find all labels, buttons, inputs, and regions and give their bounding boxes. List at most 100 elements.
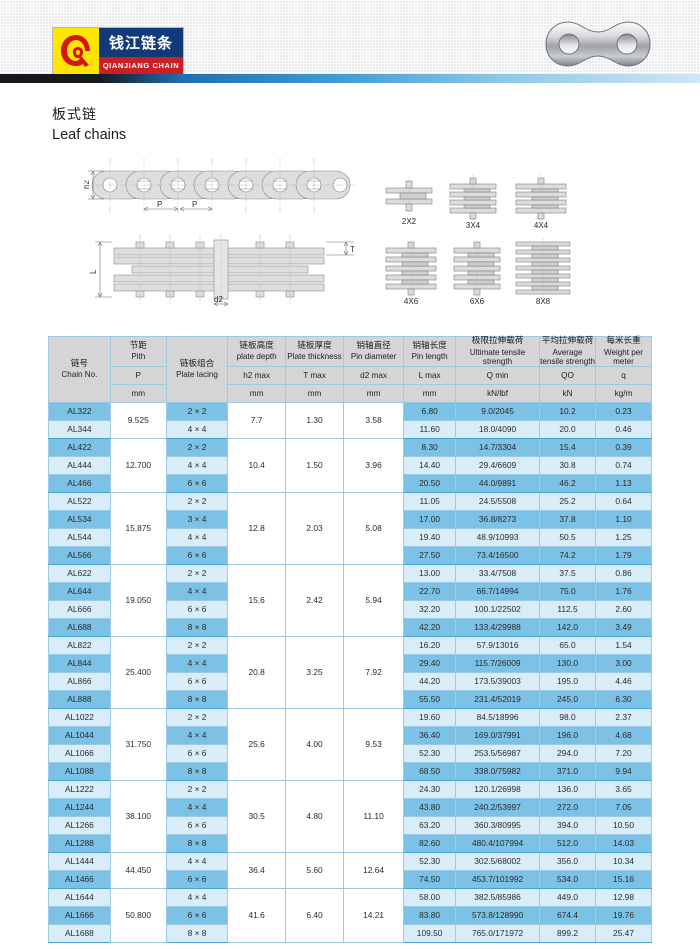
cell-weight-per-meter: 1.79 [595, 545, 652, 565]
cell-weight-per-meter: 1.54 [595, 635, 652, 655]
sym-pin-length: L max [403, 365, 457, 385]
col-pin-diameter: 销轴直径 Pin diameter [343, 336, 405, 367]
svg-text:P: P [192, 200, 197, 209]
cell-ultimate-tensile-strength: 14.7/3304 [455, 437, 540, 457]
cell-chain-no: AL622 [48, 563, 111, 583]
cell-average-tensile-strength: 15.4 [538, 437, 597, 457]
cell-average-tensile-strength: 25.2 [538, 491, 597, 511]
cell-ultimate-tensile-strength: 573.8/128990 [455, 905, 540, 925]
cell-ultimate-tensile-strength: 100.1/22502 [455, 599, 540, 619]
cell-weight-per-meter: 3.00 [595, 653, 652, 673]
cell-plate-lacing: 3 × 4 [165, 509, 229, 529]
cell-weight-per-meter: 3.49 [595, 617, 652, 637]
cell-weight-per-meter: 6.30 [595, 689, 652, 709]
cell-pitch: 50.800 [109, 887, 167, 943]
table-header: 链号 Chain No. 节距 Pith 链板组合 Plate lacing 链… [48, 336, 652, 403]
cell-plate-lacing: 4 × 4 [165, 725, 229, 745]
cell-ultimate-tensile-strength: 231.4/52019 [455, 689, 540, 709]
header-row-units: mm mm mm mm mm kN/lbf kN kg/m [49, 383, 652, 403]
cell-plate-lacing: 2 × 2 [165, 707, 229, 727]
cell-weight-per-meter: 0.23 [595, 401, 652, 421]
cell-pitch: 19.050 [109, 563, 167, 637]
cell-average-tensile-strength: 512.0 [538, 833, 597, 853]
cell-plate-lacing: 2 × 2 [165, 563, 229, 583]
cell-pin-length: 44.20 [403, 671, 457, 691]
cell-chain-no: AL888 [48, 689, 111, 709]
cell-ultimate-tensile-strength: 765.0/171972 [455, 923, 540, 943]
cell-pin-length: 68.50 [403, 761, 457, 781]
chain-link-illustration [542, 18, 654, 75]
col-weight-per-meter: 每米长重 Weight per meter [595, 336, 652, 367]
cell-ultimate-tensile-strength: 24.5/5508 [455, 491, 540, 511]
cell-plate-thickness: 5.60 [284, 851, 345, 889]
cell-plate-lacing: 8 × 8 [165, 761, 229, 781]
cell-ultimate-tensile-strength: 84.5/18996 [455, 707, 540, 727]
cell-plate-lacing: 4 × 4 [165, 887, 229, 907]
cell-average-tensile-strength: 272.0 [538, 797, 597, 817]
cell-weight-per-meter: 2.60 [595, 599, 652, 619]
cell-chain-no: AL1266 [48, 815, 111, 835]
cell-pin-length: 55.50 [403, 689, 457, 709]
table-row: AL534 3 × 4 17.00 36.8/8273 37.8 1.10 [48, 509, 652, 529]
cell-pin-diameter: 5.94 [343, 563, 405, 637]
cell-weight-per-meter: 1.13 [595, 473, 652, 493]
cell-chain-no: AL1688 [48, 923, 111, 943]
cell-chain-no: AL1088 [48, 761, 111, 781]
sym-plate-depth: h2 max [227, 365, 286, 385]
sym-pin-diameter: d2 max [343, 365, 405, 385]
cell-chain-no: AL344 [48, 419, 111, 439]
cell-ultimate-tensile-strength: 240.2/53997 [455, 797, 540, 817]
cell-ultimate-tensile-strength: 66.7/14994 [455, 581, 540, 601]
cell-average-tensile-strength: 294.0 [538, 743, 597, 763]
cell-plate-depth: 12.8 [227, 491, 286, 565]
cell-average-tensile-strength: 112.5 [538, 599, 597, 619]
cell-average-tensile-strength: 674.4 [538, 905, 597, 925]
cell-chain-no: AL1222 [48, 779, 111, 799]
cell-pin-length: 29.40 [403, 653, 457, 673]
chain-top-view-diagram: L T d2 [88, 228, 368, 315]
col-plate-lacing: 链板组合 Plate lacing [165, 336, 229, 403]
leaf-chain-spec-table: 链号 Chain No. 节距 Pith 链板组合 Plate lacing 链… [48, 336, 652, 943]
col-plate-thickness: 链板厚度 Plate thickness [284, 336, 345, 367]
table-row: AL1266 6 × 6 63.20 360.3/80995 394.0 10.50 [48, 815, 652, 835]
cell-chain-no: AL1066 [48, 743, 111, 763]
cell-average-tensile-strength: 46.2 [538, 473, 597, 493]
cell-weight-per-meter: 0.46 [595, 419, 652, 439]
cell-pin-diameter: 5.08 [343, 491, 405, 565]
cell-weight-per-meter: 1.25 [595, 527, 652, 547]
cell-pin-length: 6.80 [403, 401, 457, 421]
sym-ultimate-tensile-strength: Q min [455, 365, 540, 385]
cell-pin-length: 83.80 [403, 905, 457, 925]
cell-weight-per-meter: 9.94 [595, 761, 652, 781]
table-row: AL1022 31.750 2 × 2 25.6 4.00 9.53 19.60 84.5/1… [48, 707, 652, 781]
cell-plate-lacing: 4 × 4 [165, 653, 229, 673]
cell-ultimate-tensile-strength: 120.1/26998 [455, 779, 540, 799]
cell-pin-length: 11.05 [403, 491, 457, 511]
cell-chain-no: AL1666 [48, 905, 111, 925]
cell-chain-no: AL644 [48, 581, 111, 601]
cell-ultimate-tensile-strength: 9.0/2045 [455, 401, 540, 421]
cell-average-tensile-strength: 74.2 [538, 545, 597, 565]
cell-ultimate-tensile-strength: 73.4/16500 [455, 545, 540, 565]
lacing-label-8x8: 8X8 [536, 297, 551, 306]
cell-pin-length: 52.30 [403, 743, 457, 763]
cell-plate-depth: 41.6 [227, 887, 286, 943]
page-title-en: Leaf chains [52, 127, 127, 143]
cell-chain-no: AL1244 [48, 797, 111, 817]
cell-average-tensile-strength: 30.8 [538, 455, 597, 475]
cell-plate-lacing: 8 × 8 [165, 617, 229, 637]
cell-pin-length: 63.20 [403, 815, 457, 835]
cell-plate-lacing: 6 × 6 [165, 599, 229, 619]
cell-ultimate-tensile-strength: 382.5/85986 [455, 887, 540, 907]
cell-plate-lacing: 6 × 6 [165, 815, 229, 835]
cell-plate-thickness: 4.00 [284, 707, 345, 781]
table-row: AL1644 50.800 4 × 4 41.6 6.40 14.21 58.00 382.5… [48, 887, 652, 943]
cell-weight-per-meter: 14.03 [595, 833, 652, 853]
cell-plate-lacing: 4 × 4 [165, 581, 229, 601]
cell-ultimate-tensile-strength: 29.4/6609 [455, 455, 540, 475]
table-body: AL322 9.525 2 × 2 7.7 1.30 3.58 6.80 9.0/2045 10… [48, 401, 652, 943]
col-chain-no: 链号 Chain No. [48, 336, 111, 403]
cell-average-tensile-strength: 75.0 [538, 581, 597, 601]
cell-pin-length: 43.80 [403, 797, 457, 817]
cell-chain-no: AL1022 [48, 707, 111, 727]
